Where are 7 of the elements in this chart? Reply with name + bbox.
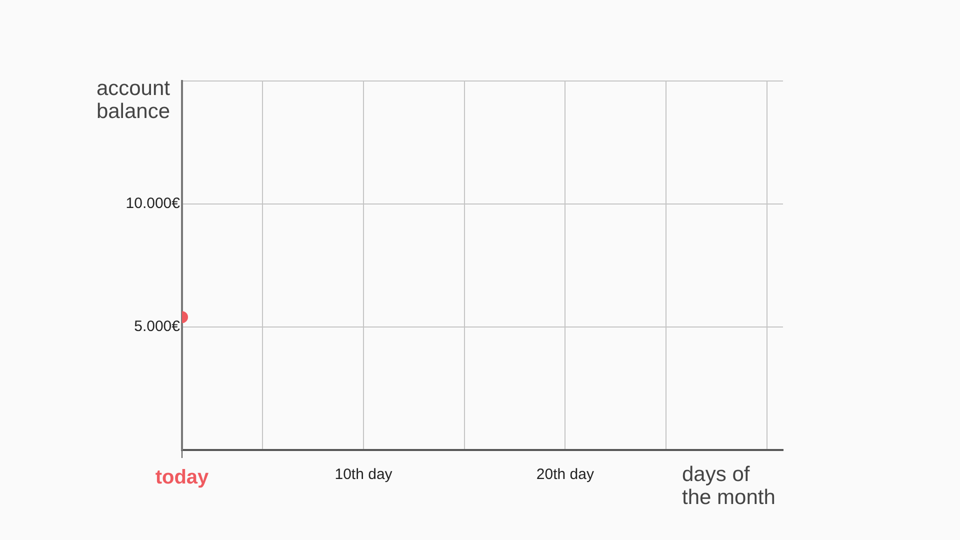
x-tick-label: today — [155, 466, 210, 489]
y-axis-title: account balance — [95, 77, 170, 123]
y-tick-label: 10.000€ — [126, 195, 181, 212]
x-tick-label: 10th day — [334, 466, 393, 484]
x-tick-label: 20th day — [536, 466, 594, 484]
x-axis-title: days of the month — [682, 463, 776, 509]
y-tick-label: 5.000€ — [134, 318, 181, 336]
